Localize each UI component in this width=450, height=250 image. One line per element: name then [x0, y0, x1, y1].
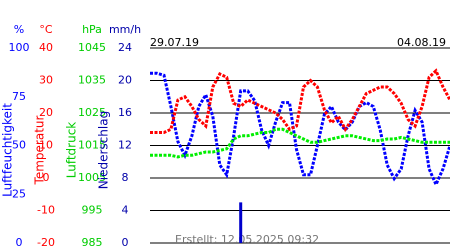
y-tick-label: 1025	[78, 106, 106, 119]
axis-title: Niederschlag	[97, 111, 111, 189]
y-tick-label: 0	[16, 236, 23, 249]
axis-unit: mm/h	[109, 23, 141, 36]
axis-unit: %	[14, 23, 24, 36]
y-tick-label: 50	[12, 139, 26, 152]
y-tick-label: 30	[39, 74, 53, 87]
y-tick-label: 10	[39, 139, 53, 152]
axis-title: Luftdruck	[65, 122, 79, 179]
y-tick-label: 20	[39, 106, 53, 119]
y-tick-label: 25	[12, 187, 26, 200]
axis-title: Luftfeuchtigkeit	[1, 103, 15, 197]
series-line	[150, 71, 450, 189]
series-line	[150, 127, 450, 159]
y-tick-label: 995	[82, 204, 103, 217]
footer: Erstellt: 12.05.2025 09:32	[175, 233, 319, 246]
y-tick-label: 1035	[78, 74, 106, 87]
end-date: 04.08.19	[397, 36, 446, 49]
y-tick-label: 100	[9, 41, 30, 54]
y-tick-label: 0	[122, 236, 129, 249]
y-tick-label: -10	[37, 204, 55, 217]
precip-bar	[239, 202, 243, 243]
y-tick-label: 24	[118, 41, 132, 54]
axis-unit: hPa	[82, 23, 102, 36]
y-tick-label: 12	[118, 139, 132, 152]
y-tick-label: 75	[12, 90, 26, 103]
series-line	[150, 68, 450, 134]
y-tick-label: 1005	[78, 171, 106, 184]
y-tick-label: 8	[122, 171, 129, 184]
y-tick-label: 0	[43, 171, 50, 184]
y-tick-label: 4	[122, 204, 129, 217]
y-tick-label: 985	[82, 236, 103, 249]
y-tick-label: 40	[39, 41, 53, 54]
y-tick-label: 20	[118, 74, 132, 87]
axis-unit: °C	[39, 23, 53, 36]
start-date: 29.07.19	[150, 36, 199, 49]
axis-title: Temperatur	[33, 115, 47, 185]
y-tick-label: 1045	[78, 41, 106, 54]
y-tick-label: 16	[118, 106, 132, 119]
y-tick-label: 1015	[78, 139, 106, 152]
y-tick-label: -20	[37, 236, 55, 249]
